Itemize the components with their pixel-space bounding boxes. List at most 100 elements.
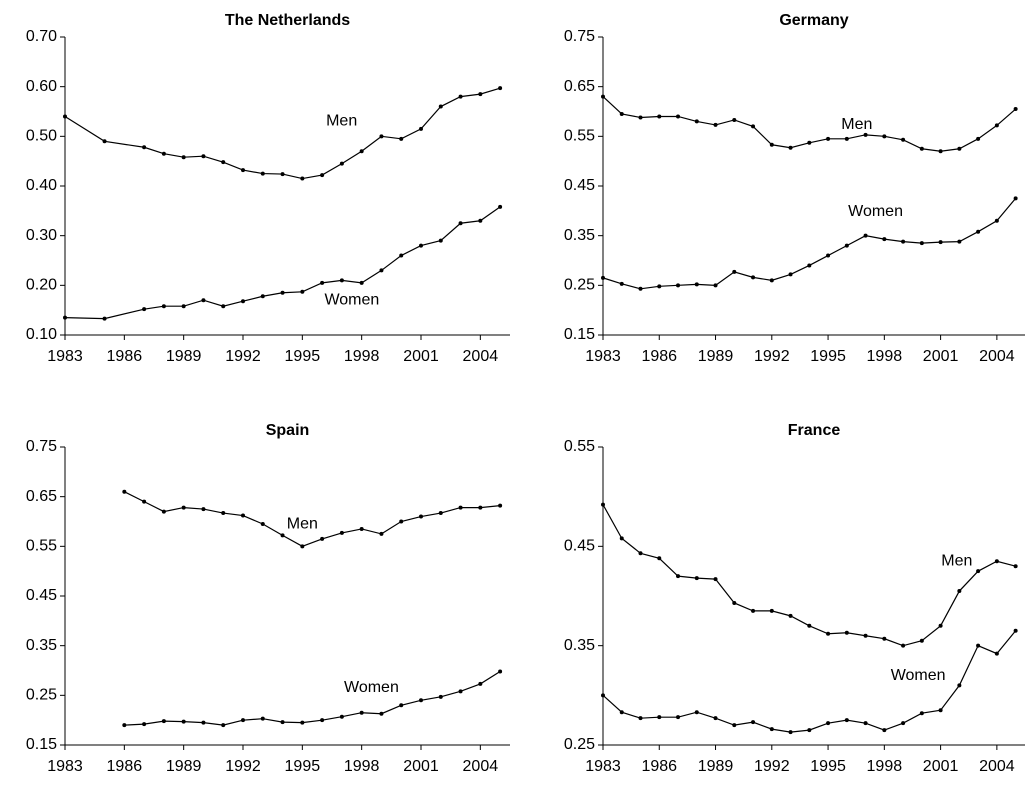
series-label: Women [848, 203, 903, 220]
y-tick-label: 0.35 [564, 637, 595, 654]
y-tick-label: 0.45 [564, 177, 595, 194]
data-point [201, 298, 206, 303]
data-point [788, 272, 793, 277]
data-point [320, 173, 325, 178]
data-point [122, 489, 127, 494]
data-point [901, 643, 906, 648]
data-point [320, 536, 325, 541]
data-point [788, 730, 793, 735]
data-point [844, 136, 849, 141]
y-tick-label: 0.25 [26, 687, 57, 704]
data-point [957, 239, 962, 244]
data-point [751, 275, 756, 280]
data-point [161, 719, 166, 724]
data-point [498, 669, 503, 674]
data-point [161, 151, 166, 156]
x-tick-label: 1983 [585, 758, 621, 775]
y-tick-label: 0.40 [26, 177, 57, 194]
data-point [882, 237, 887, 242]
data-point [63, 114, 67, 119]
data-point [657, 284, 662, 289]
data-point [399, 136, 404, 141]
data-point [280, 720, 285, 725]
x-tick-label: 1983 [47, 758, 83, 775]
panel-title: France [788, 422, 841, 439]
x-tick-label: 2001 [923, 348, 959, 365]
data-point [676, 574, 681, 579]
y-tick-label: 0.70 [26, 28, 57, 45]
data-point [320, 280, 325, 285]
data-point [419, 514, 423, 519]
data-point [260, 171, 265, 176]
data-point [379, 134, 384, 139]
y-tick-label: 0.35 [26, 637, 57, 654]
data-point [1013, 564, 1018, 569]
data-point [399, 703, 404, 708]
x-tick-label: 1989 [698, 348, 734, 365]
x-tick-label: 1998 [344, 758, 380, 775]
series-line [602, 198, 1017, 290]
y-tick-label: 0.55 [564, 128, 595, 145]
data-point [638, 716, 643, 721]
data-point [181, 304, 186, 309]
data-point [713, 577, 718, 582]
data-point [694, 710, 699, 715]
data-point [713, 122, 718, 127]
data-point [260, 294, 265, 299]
data-point [807, 140, 812, 145]
data-point [498, 503, 503, 508]
data-point [676, 283, 681, 288]
data-point [161, 304, 166, 309]
series-label: Men [841, 116, 872, 133]
data-point [201, 720, 206, 725]
data-point [901, 721, 906, 726]
data-point [657, 556, 662, 561]
x-tick-label: 1998 [867, 758, 903, 775]
data-point [181, 719, 186, 724]
data-point [280, 172, 285, 177]
series-label: Women [324, 292, 379, 309]
data-point [957, 683, 962, 688]
data-point [359, 710, 364, 715]
data-point [478, 218, 483, 223]
data-point [260, 521, 265, 526]
x-tick-label: 1992 [225, 758, 261, 775]
x-tick-label: 1995 [810, 348, 846, 365]
y-tick-label: 0.25 [564, 277, 595, 294]
data-point [938, 240, 943, 245]
x-tick-label: 1998 [344, 348, 380, 365]
panel-title: Spain [266, 422, 310, 439]
y-tick-label: 0.75 [26, 438, 57, 455]
series-label: Men [287, 516, 318, 533]
data-point [882, 728, 887, 733]
data-point [994, 651, 999, 656]
y-tick-label: 0.10 [26, 326, 57, 343]
x-tick-label: 2004 [979, 348, 1015, 365]
data-point [438, 694, 443, 699]
x-tick-label: 2004 [463, 348, 499, 365]
series-line [124, 670, 501, 726]
data-point [957, 146, 962, 151]
data-point [379, 531, 384, 536]
data-point [161, 509, 166, 514]
data-point [601, 693, 605, 698]
data-point [419, 698, 423, 703]
data-point [601, 275, 605, 280]
y-tick-label: 0.30 [26, 227, 57, 244]
data-point [399, 253, 404, 258]
data-point [938, 623, 943, 628]
data-point [142, 307, 147, 312]
data-point [221, 511, 226, 516]
data-point [807, 263, 812, 268]
data-point [957, 589, 962, 594]
data-point [826, 253, 831, 258]
x-tick-label: 2001 [923, 758, 959, 775]
data-point [320, 718, 325, 723]
data-point [938, 149, 943, 154]
data-point [359, 149, 364, 154]
data-point [478, 681, 483, 686]
data-point [826, 721, 831, 726]
data-point [601, 94, 605, 99]
data-point [769, 142, 774, 147]
data-point [260, 716, 265, 721]
